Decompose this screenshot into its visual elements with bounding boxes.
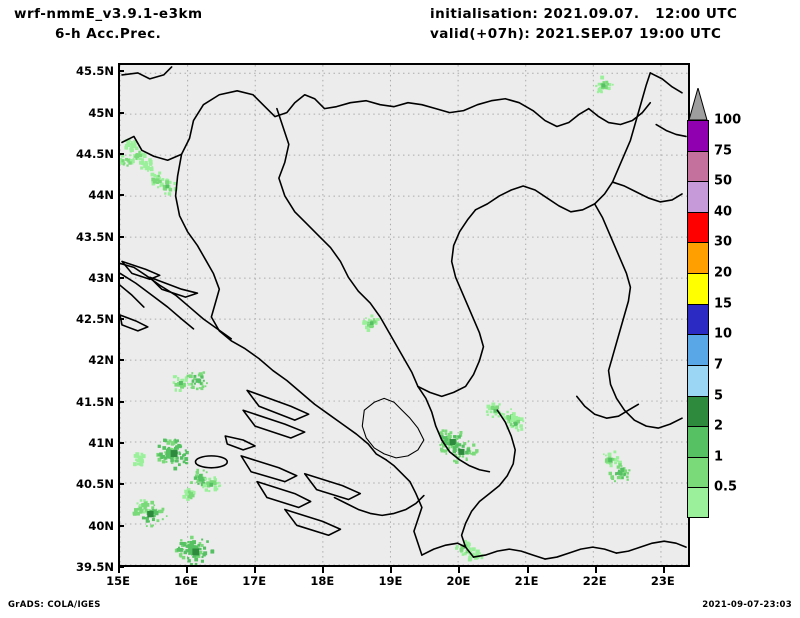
- y-axis-tick-label: 40.5N: [76, 477, 114, 492]
- colorbar-band: [687, 426, 709, 457]
- model-title: wrf-nmmE_v3.9.1-e3km: [14, 6, 203, 22]
- x-axis-tick-mark: [458, 567, 461, 573]
- latitude-axis: 45.5N 45N 44.5N 44N 43.5N 43N 42.5N 42N 41.5N 41N…: [58, 63, 114, 574]
- y-axis-tick-label: 44.5N: [76, 146, 114, 161]
- x-axis-tick-mark: [390, 567, 393, 573]
- y-axis-tick-mark: [118, 566, 124, 568]
- y-axis-tick-label: 41.5N: [76, 394, 114, 409]
- x-axis-tick-mark: [526, 567, 529, 573]
- y-axis-tick-mark: [118, 400, 124, 403]
- precipitation-field: [120, 75, 631, 565]
- x-axis-tick-label: 21E: [514, 574, 539, 588]
- colorbar-band: [687, 303, 709, 335]
- y-axis-tick-label: 42.5N: [76, 312, 114, 327]
- initialisation-time: initialisation: 2021.09.07. 12:00 UTC: [430, 6, 738, 22]
- colorbar-tick-label: 0.5: [714, 479, 738, 495]
- longitude-axis: 15E 16E 17E 18E 19E 20E 21E 22E 23E: [106, 570, 690, 592]
- colorbar-band: [687, 211, 709, 243]
- colorbar-band: [687, 334, 709, 365]
- colorbar-band: [687, 181, 709, 212]
- colorbar-tick-label: 5: [714, 388, 724, 404]
- x-axis-tick-mark: [594, 567, 597, 573]
- y-axis-tick-mark: [118, 483, 124, 486]
- x-axis-tick-label: 15E: [106, 574, 130, 588]
- map-plot-area: [118, 63, 690, 567]
- y-axis-tick-mark: [118, 111, 124, 114]
- y-axis-tick-mark: [118, 318, 124, 321]
- x-axis-tick-mark: [186, 567, 189, 573]
- y-axis-tick-mark: [118, 359, 124, 362]
- x-axis-tick-label: 20E: [446, 574, 471, 588]
- render-timestamp: 2021-09-07-23:03: [702, 600, 792, 610]
- x-axis-tick-label: 17E: [242, 574, 267, 588]
- colorbar-tick-label: 1: [714, 449, 724, 465]
- x-axis-tick-label: 23E: [650, 574, 675, 588]
- colorbar-over-arrow: [688, 88, 708, 120]
- colorbar-band: [687, 395, 709, 427]
- colorbar-band: [687, 242, 709, 274]
- colorbar-tick-label: 50: [714, 173, 733, 189]
- colorbar-band: [687, 364, 709, 396]
- valid-time: valid(+07h): 2021.SEP.07 19:00 UTC: [430, 26, 722, 42]
- colorbar-tick-label: 7: [714, 357, 724, 373]
- colorbar-tick-label: 20: [714, 265, 733, 281]
- x-axis-tick-mark: [118, 567, 120, 573]
- colorbar-tick-label: 2: [714, 418, 724, 434]
- colorbar-band: [687, 273, 709, 304]
- grads-credit: GrADS: COLA/IGES: [8, 600, 101, 610]
- y-axis-tick-label: 40N: [88, 518, 114, 533]
- x-axis-tick-mark: [254, 567, 257, 573]
- colorbar-tick-label: 100: [714, 112, 742, 128]
- colorbar-tick-label: 15: [714, 296, 733, 312]
- x-axis-tick-label: 22E: [582, 574, 607, 588]
- x-axis-tick-mark: [322, 567, 325, 573]
- y-axis-tick-label: 42N: [88, 353, 114, 368]
- y-axis-tick-mark: [118, 524, 124, 527]
- colorbar-band: [687, 487, 709, 518]
- field-title: 6-h Acc.Prec.: [55, 26, 162, 42]
- y-axis-tick-mark: [118, 194, 124, 197]
- y-axis-tick-mark: [118, 442, 124, 445]
- y-axis-tick-mark: [118, 235, 124, 238]
- colorbar-band: [687, 120, 709, 151]
- precipitation-colorbar: [687, 120, 709, 518]
- x-axis-tick-mark: [662, 567, 665, 573]
- y-axis-tick-mark: [118, 152, 124, 155]
- colorbar-band: [687, 456, 709, 488]
- y-axis-tick-label: 45N: [88, 105, 114, 120]
- coastlines-and-borders: [120, 66, 687, 560]
- x-axis-tick-label: 18E: [310, 574, 335, 588]
- y-axis-tick-mark: [118, 276, 124, 279]
- colorbar-tick-label: 75: [714, 143, 733, 159]
- y-axis-tick-label: 45.5N: [76, 64, 114, 79]
- colorbar-tick-label: 10: [714, 326, 733, 342]
- x-axis-tick-label: 16E: [174, 574, 199, 588]
- y-axis-tick-label: 43N: [88, 270, 114, 285]
- y-axis-tick-label: 43.5N: [76, 229, 114, 244]
- x-axis-tick-label: 19E: [378, 574, 403, 588]
- colorbar-band: [687, 150, 709, 182]
- y-axis-tick-label: 39.5N: [76, 560, 114, 574]
- colorbar-tick-label: 40: [714, 204, 733, 220]
- y-axis-tick-mark: [118, 70, 124, 73]
- y-axis-tick-label: 44N: [88, 188, 114, 203]
- colorbar-tick-label: 30: [714, 234, 733, 250]
- gridlines: [120, 65, 688, 565]
- y-axis-tick-label: 41N: [88, 436, 114, 451]
